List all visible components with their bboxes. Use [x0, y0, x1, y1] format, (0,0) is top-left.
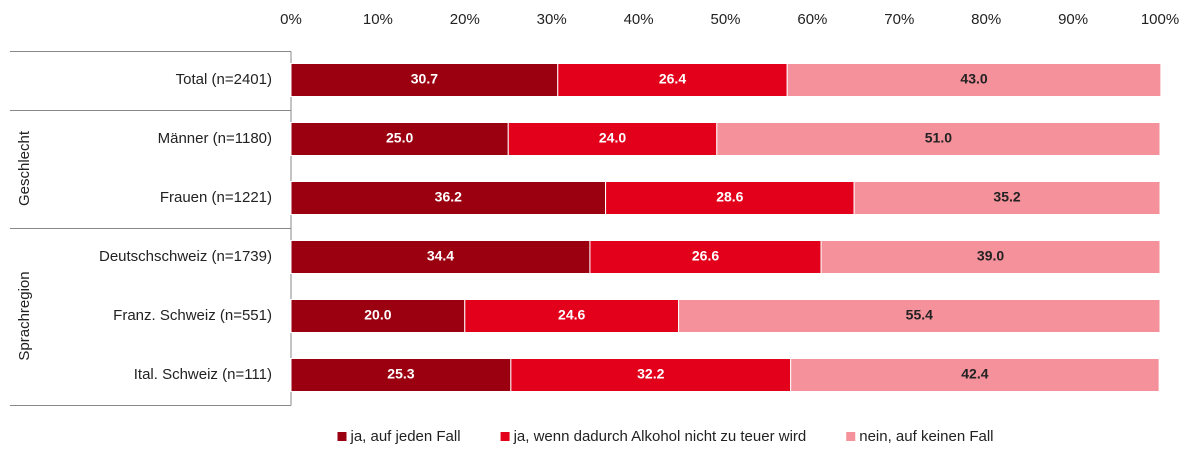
legend-swatch [337, 432, 347, 441]
bar-segment [507, 122, 718, 156]
category-label: Ital. Schweiz (n=111) [134, 366, 272, 383]
legend-label: ja, wenn dadurch Alkohol nicht zu teuer … [513, 428, 807, 445]
value-label: 51.0 [925, 130, 952, 146]
value-label: 24.0 [599, 130, 626, 146]
value-label: 26.6 [692, 248, 719, 264]
category-label: Total (n=2401) [176, 71, 272, 88]
x-tick-label: 100% [1141, 11, 1179, 28]
value-label: 34.4 [427, 248, 454, 264]
legend: ja, auf jeden Fall ja, wenn dadurch Alkoh… [337, 428, 994, 445]
group-label: Geschlecht [16, 130, 33, 206]
bar-segment [290, 63, 559, 97]
category-label: Männer (n=1180) [158, 130, 272, 147]
value-label: 25.3 [387, 366, 414, 382]
value-label: 30.7 [411, 71, 438, 87]
value-label: 36.2 [435, 189, 462, 205]
value-label: 25.0 [386, 130, 413, 146]
bar-segment [678, 299, 1161, 333]
value-label: 35.2 [993, 189, 1020, 205]
x-tick-label: 60% [797, 11, 827, 28]
x-tick-label: 20% [450, 11, 480, 28]
bar-segment [786, 63, 1162, 97]
value-label: 26.4 [659, 71, 686, 87]
bar-segment [510, 358, 792, 392]
bar-segment [716, 122, 1161, 156]
bar-segment [557, 63, 788, 97]
x-tick-label: 80% [971, 11, 1001, 28]
value-label: 24.6 [558, 307, 585, 323]
legend-swatch [500, 432, 510, 441]
x-tick-label: 40% [624, 11, 654, 28]
category-label: Franz. Schweiz (n=551) [113, 307, 272, 324]
bar-segment [853, 181, 1161, 215]
bar-segment [820, 240, 1161, 274]
bar-segment [290, 299, 466, 333]
value-label: 55.4 [906, 307, 933, 323]
bar-segment [589, 240, 822, 274]
category-label: Frauen (n=1221) [160, 189, 272, 206]
x-tick-label: 70% [884, 11, 914, 28]
bar-segment [790, 358, 1160, 392]
x-tick-label: 50% [710, 11, 740, 28]
value-label: 39.0 [977, 248, 1004, 264]
value-label: 20.0 [364, 307, 391, 323]
x-tick-label: 90% [1058, 11, 1088, 28]
x-tick-label: 10% [363, 11, 393, 28]
category-label: Deutschschweiz (n=1739) [99, 248, 272, 265]
value-label: 32.2 [637, 366, 664, 382]
value-label: 43.0 [960, 71, 987, 87]
bar-segment [290, 358, 512, 392]
value-label: 28.6 [716, 189, 743, 205]
x-tick-label: 0% [280, 11, 302, 28]
group-label: Sprachregion [16, 271, 33, 360]
bar-segment [290, 181, 607, 215]
legend-label: ja, auf jeden Fall [349, 428, 460, 445]
legend-label: nein, auf keinen Fall [859, 428, 993, 445]
value-label: 42.4 [961, 366, 988, 382]
legend-swatch [846, 432, 856, 441]
x-tick-label: 30% [537, 11, 567, 28]
